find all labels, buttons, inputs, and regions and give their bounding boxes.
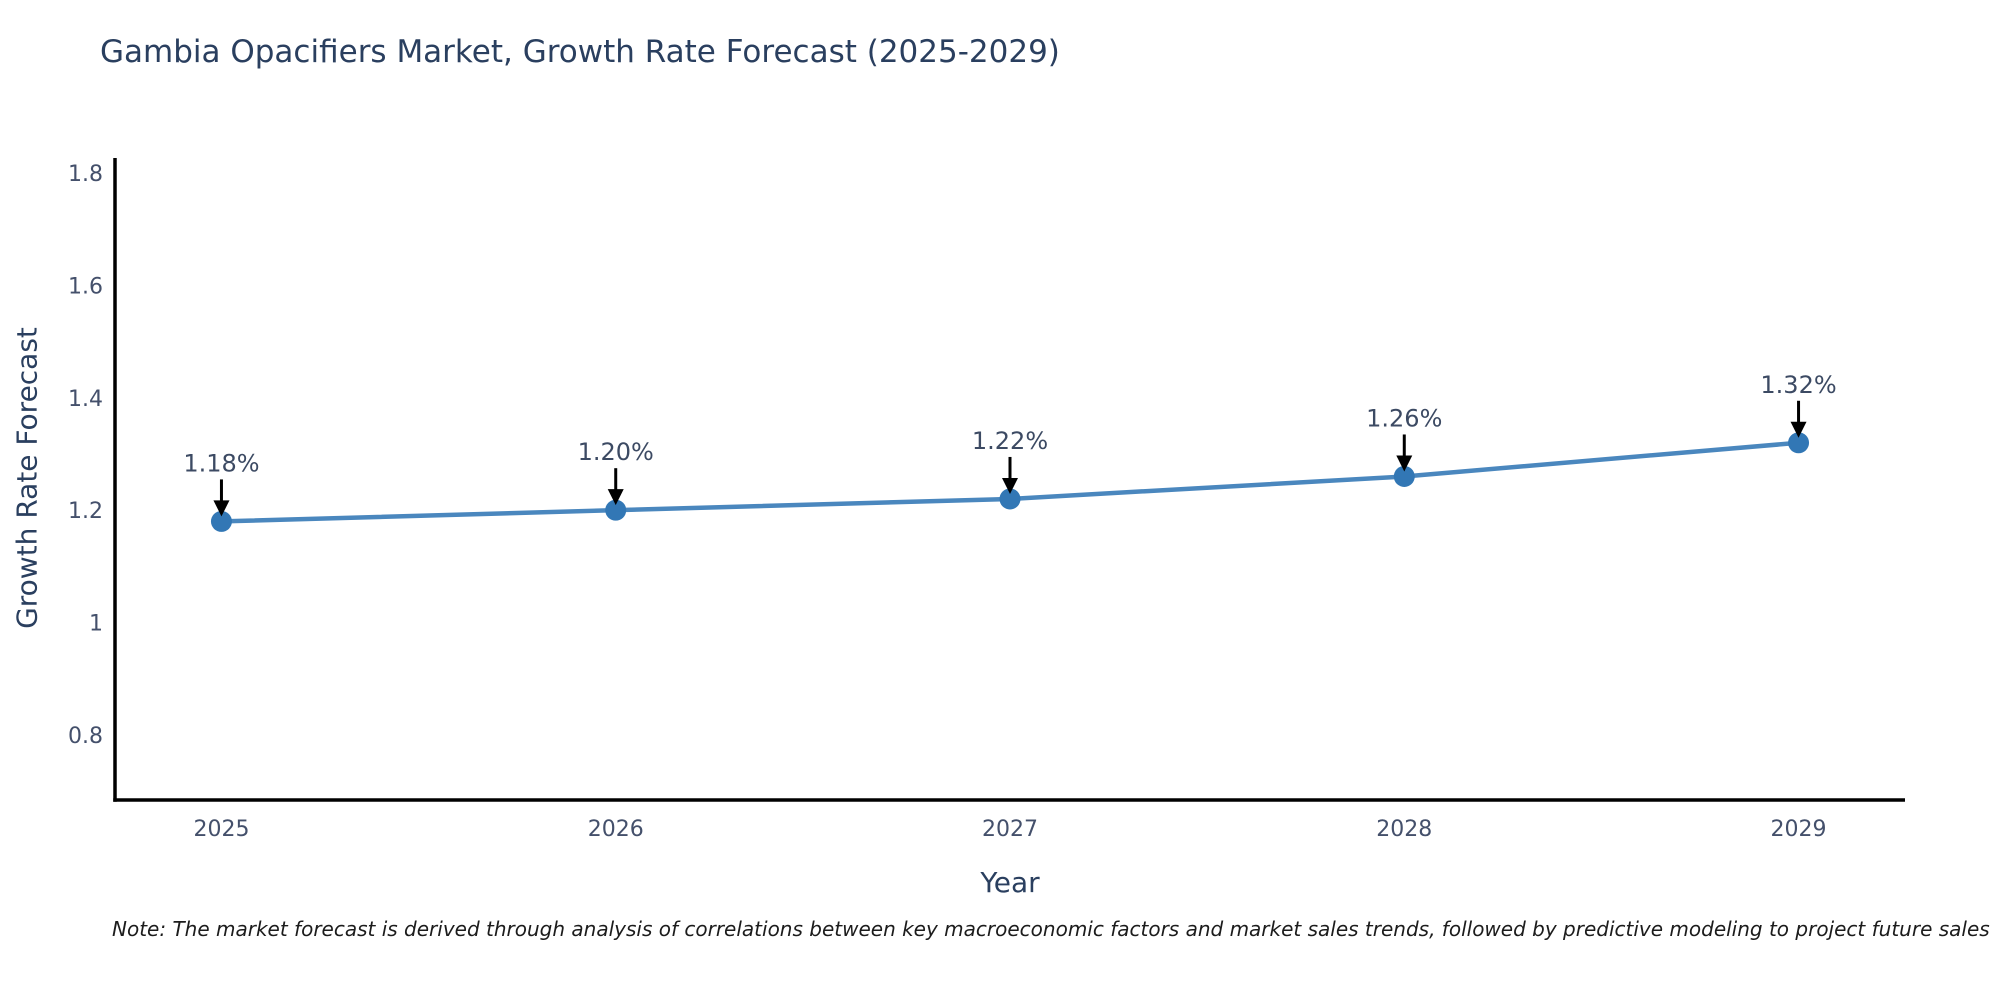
x-tick-label: 2027 <box>982 817 1038 842</box>
data-point-marker <box>605 499 627 521</box>
y-tick-label: 1 <box>89 612 103 637</box>
point-annotation-label: 1.26% <box>1366 404 1442 432</box>
annotation-arrow-head <box>1396 455 1413 472</box>
data-point-marker <box>999 488 1021 510</box>
annotation-arrow-head <box>1790 421 1807 438</box>
x-tick-label: 2026 <box>588 817 644 842</box>
x-axis-title: Year <box>980 866 1040 899</box>
annotation-arrow-head <box>607 489 624 506</box>
x-tick-label: 2029 <box>1771 817 1827 842</box>
data-point-marker <box>1393 465 1415 487</box>
data-point-marker <box>210 510 232 532</box>
chart-title: Gambia Opacifiers Market, Growth Rate Fo… <box>100 34 1060 70</box>
x-tick-label: 2028 <box>1376 817 1432 842</box>
data-point-marker <box>1788 432 1810 454</box>
point-annotation-label: 1.18% <box>183 449 259 477</box>
annotation-arrow-head <box>213 500 230 517</box>
point-annotation-label: 1.20% <box>578 438 654 466</box>
x-tick-label: 2025 <box>193 817 249 842</box>
annotation-arrow-head <box>1002 477 1018 494</box>
y-tick-label: 0.8 <box>68 724 103 749</box>
point-annotation-label: 1.32% <box>1760 371 1836 399</box>
footnote: Note: The market forecast is derived thr… <box>112 917 1990 941</box>
y-tick-label: 1.8 <box>68 162 103 187</box>
y-tick-label: 1.4 <box>68 387 103 412</box>
y-tick-label: 1.2 <box>68 499 103 524</box>
point-annotation-label: 1.22% <box>972 427 1048 455</box>
y-tick-label: 1.6 <box>68 275 103 300</box>
